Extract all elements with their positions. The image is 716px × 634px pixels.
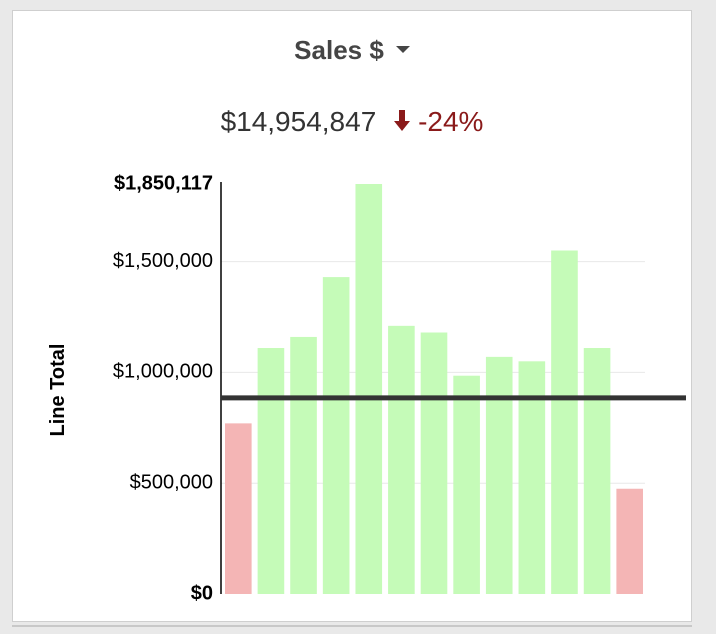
divider	[12, 625, 692, 627]
bar[interactable]	[355, 184, 383, 594]
bar[interactable]	[420, 332, 448, 594]
y-tick-label: $500,000	[130, 471, 213, 493]
bars	[225, 184, 643, 594]
bar[interactable]	[225, 423, 252, 594]
bar[interactable]	[551, 250, 578, 594]
sales-card: Sales $ $14,954,847 -24%	[12, 10, 692, 622]
metric-label[interactable]: Sales $	[294, 35, 384, 65]
bar[interactable]	[322, 277, 350, 594]
bar[interactable]	[257, 348, 285, 594]
y-tick-label: $1,500,000	[113, 250, 213, 272]
total-value: $14,954,847	[220, 106, 377, 137]
caret-down-icon[interactable]	[395, 45, 410, 53]
kpi-summary: $14,954,847 -24%	[13, 106, 691, 138]
bar[interactable]	[616, 488, 643, 594]
bar[interactable]	[453, 375, 480, 594]
y-tick-label: $1,850,117	[114, 172, 213, 194]
y-tick-label: $1,000,000	[113, 361, 213, 383]
change-percent: -24%	[418, 106, 484, 137]
tick-labels: $0 $500,000 $1,000,000 $1,500,000 $1,850,117	[113, 172, 213, 604]
metric-selector[interactable]: Sales $	[13, 35, 691, 66]
bar[interactable]	[388, 325, 415, 594]
y-axis-title: Line Total	[47, 344, 69, 437]
bar[interactable]	[583, 348, 611, 594]
bar[interactable]	[290, 336, 317, 594]
y-tick-label: $0	[191, 582, 213, 604]
bar[interactable]	[485, 356, 513, 594]
arrow-down-icon	[394, 109, 411, 131]
